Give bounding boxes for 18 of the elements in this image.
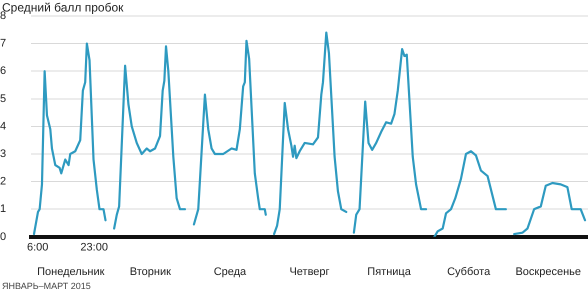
text: ЯНВАРЬ–МАРТ 2015: [2, 280, 91, 291]
text: Четверг: [289, 266, 330, 278]
y-tick-label: 0: [0, 230, 6, 243]
y-tick-label: 5: [0, 92, 6, 105]
y-tick-label: 4: [0, 120, 6, 132]
text: Суббота: [447, 266, 492, 278]
x-tick-label: 6:00: [26, 241, 48, 254]
text: Среда: [214, 266, 248, 278]
text: Вторник: [130, 266, 172, 278]
text: Пятница: [367, 266, 412, 278]
y-tick-label: 1: [0, 203, 6, 216]
y-tick-label: 3: [0, 148, 6, 160]
x-tick-label: 23:00: [80, 241, 108, 254]
y-tick-label: 6: [0, 65, 6, 78]
y-tick-label: 2: [0, 176, 6, 188]
y-tick-label: 7: [0, 38, 6, 50]
text: Понедельник: [37, 266, 105, 278]
text: Воскресенье: [515, 266, 581, 278]
